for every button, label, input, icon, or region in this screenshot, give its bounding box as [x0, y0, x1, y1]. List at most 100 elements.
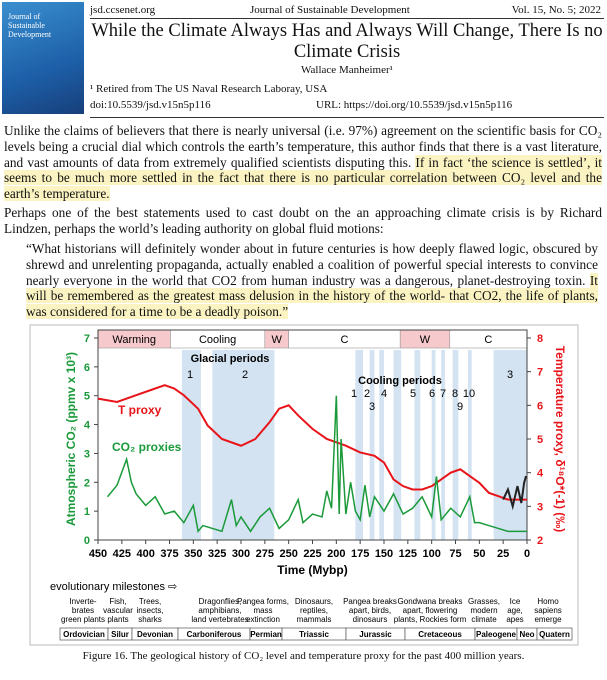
milestone: emerge — [534, 615, 562, 624]
x-tick-label: 250 — [279, 548, 297, 560]
milestone: insects, — [136, 606, 163, 615]
milestone: mass — [253, 606, 272, 615]
milestone: reptiles, — [300, 606, 328, 615]
milestone: sapiens — [534, 606, 562, 615]
y2-tick-label: 5 — [537, 434, 543, 446]
x-tick-label: 325 — [208, 548, 226, 560]
milestone: apes — [506, 615, 523, 624]
y-tick-label: 0 — [84, 535, 90, 547]
title: While the Climate Always Has and Always … — [90, 21, 604, 63]
y-tick-label: 3 — [84, 448, 90, 460]
volume: Vol. 15, No. 5; 2022 — [511, 4, 601, 16]
y-tick-label: 1 — [84, 506, 90, 518]
x-tick-label: 275 — [256, 548, 274, 560]
caption: Figure 16. The geological history of CO₂… — [82, 650, 525, 662]
period-label: Silur — [111, 630, 129, 639]
milestone: Dinosaurs, — [295, 597, 333, 606]
paragraph: Perhaps one of the best statements used … — [4, 205, 602, 236]
annotation: 8 — [452, 388, 458, 400]
period-label: Devonian — [137, 630, 173, 639]
period-label: Carboniferous — [187, 630, 242, 639]
shaded-period — [431, 350, 436, 540]
annotation: 5 — [410, 388, 416, 400]
x-tick-label: 150 — [375, 548, 393, 560]
milestone: green plants — [61, 615, 105, 624]
x-tick-label: 300 — [232, 548, 250, 560]
y2-tick-label: 2 — [537, 535, 543, 547]
shaded-period — [441, 350, 446, 540]
milestone: vascular — [103, 606, 133, 615]
legend-label: T proxy — [118, 403, 162, 417]
milestone: modern — [470, 606, 497, 615]
chart-frame — [29, 324, 579, 646]
x-tick-label: 50 — [473, 548, 485, 560]
period-label: Cretaceous — [418, 630, 462, 639]
x-tick-label: 375 — [160, 548, 178, 560]
annotation: 3 — [369, 401, 375, 413]
period-label: Jurassic — [359, 630, 392, 639]
band-label: W — [272, 334, 283, 346]
annotation: 9 — [457, 401, 463, 413]
x-tick-label: 175 — [351, 548, 369, 560]
annotation: 4 — [381, 388, 387, 400]
x-tick-label: 400 — [136, 548, 154, 560]
title-line: Climate Crisis — [293, 42, 401, 62]
x-tick-label: 450 — [89, 548, 107, 560]
milestone: brates — [72, 606, 94, 615]
milestone: land vertebrates — [191, 615, 248, 624]
milestone: age, — [507, 606, 523, 615]
y2-tick-label: 6 — [537, 400, 543, 412]
annotation: Cooling periods — [358, 375, 442, 387]
shaded-period — [379, 350, 384, 540]
annotation: 2 — [364, 388, 370, 400]
x-tick-label: 100 — [422, 548, 440, 560]
text: “What historians will definitely wonder … — [26, 241, 598, 288]
text: Unlike the claims of believers that ther… — [4, 123, 602, 170]
doi: doi:10.5539/jsd.v15n5p116 — [90, 99, 211, 111]
milestone: Inverte- — [69, 597, 96, 606]
milestone: plants, Rockies form — [394, 615, 467, 624]
x-tick-label: 200 — [327, 548, 345, 560]
milestone: dinosaurs — [353, 615, 388, 624]
url: URL: https://doi.org/10.5539/jsd.v15n5p1… — [316, 99, 513, 111]
y-axis-title: Atmospheric CO₂ (ppmv x 10³) — [64, 352, 78, 526]
y-tick-label: 2 — [84, 477, 90, 489]
period-label: Permian — [250, 630, 282, 639]
shaded-period — [493, 350, 527, 540]
milestone: Ice — [510, 597, 521, 606]
milestone: apart, birds, — [349, 606, 391, 615]
period-label: Quatern — [539, 630, 570, 639]
x-tick-label: 0 — [524, 548, 530, 560]
shaded-period — [414, 350, 421, 540]
series-line — [502, 475, 528, 511]
y-tick-label: 5 — [84, 391, 90, 403]
band-label: C — [484, 334, 492, 346]
shaded-period — [452, 350, 459, 540]
x-tick-label: 125 — [399, 548, 417, 560]
site: jsd.ccsenet.org — [90, 4, 156, 16]
y-tick-label: 6 — [84, 362, 90, 374]
shaded-period — [355, 350, 364, 540]
milestone: Pangea breaks — [343, 597, 397, 606]
milestone: extinction — [246, 615, 280, 624]
x-tick-label: 425 — [113, 548, 131, 560]
milestone: climate — [471, 615, 497, 624]
annotation: 1 — [187, 369, 193, 381]
milestone: mammals — [297, 615, 332, 624]
band-label: W — [420, 334, 431, 346]
period-label: Neo — [519, 630, 534, 639]
band-label: Warming — [112, 334, 156, 346]
annotation: 3 — [507, 369, 513, 381]
legend-label: CO₂ proxies — [112, 440, 182, 454]
annotation: 10 — [463, 388, 475, 400]
y2-tick-label: 7 — [537, 367, 543, 379]
shaded-period — [393, 350, 402, 540]
paragraph: Unlike the claims of believers that ther… — [4, 123, 602, 202]
y2-axis-title: Temperature proxy, δ¹⁸O*(-1) (‰) — [553, 346, 567, 533]
y2-tick-label: 8 — [537, 333, 543, 345]
milestone: Homo — [537, 597, 559, 606]
period-label: Triassic — [299, 630, 329, 639]
journal-name: Journal of Sustainable Development — [250, 4, 410, 16]
